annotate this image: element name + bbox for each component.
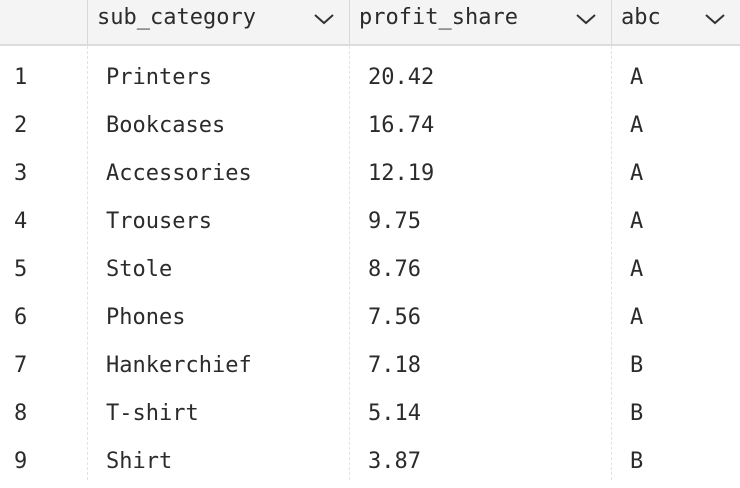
- row-number: 6: [14, 305, 28, 330]
- column-header-profit-share[interactable]: profit_share: [349, 0, 611, 44]
- cell-abc[interactable]: A: [630, 305, 644, 330]
- table-row[interactable]: 3 Accessories 12.19 A: [0, 152, 740, 200]
- column-header-label: sub_category: [97, 5, 256, 30]
- cell-sub-category[interactable]: Accessories: [106, 161, 252, 186]
- cell-abc[interactable]: A: [630, 209, 644, 234]
- cell-sub-category[interactable]: Hankerchief: [106, 353, 252, 378]
- table-row[interactable]: 6 Phones 7.56 A: [0, 296, 740, 344]
- chevron-down-icon[interactable]: [313, 12, 335, 26]
- chevron-down-icon[interactable]: [704, 12, 726, 26]
- table-row[interactable]: 1 Printers 20.42 A: [0, 56, 740, 104]
- cell-abc[interactable]: B: [630, 401, 644, 426]
- cell-profit-share[interactable]: 8.76: [368, 257, 421, 282]
- column-header-abc[interactable]: abc: [611, 0, 740, 44]
- table-header: sub_category profit_share abc: [0, 0, 740, 46]
- cell-abc[interactable]: B: [630, 353, 644, 378]
- row-number: 7: [14, 353, 28, 378]
- table-body: 1 Printers 20.42 A 2 Bookcases 16.74 A 3…: [0, 56, 740, 488]
- row-number: 3: [14, 161, 28, 186]
- cell-sub-category[interactable]: T-shirt: [106, 401, 199, 426]
- column-header-label: profit_share: [359, 5, 518, 30]
- cell-profit-share[interactable]: 7.18: [368, 353, 421, 378]
- column-divider: [611, 46, 612, 480]
- row-number: 1: [14, 65, 28, 90]
- cell-abc[interactable]: A: [630, 257, 644, 282]
- row-number: 2: [14, 113, 28, 138]
- row-number: 5: [14, 257, 28, 282]
- cell-sub-category[interactable]: Bookcases: [106, 113, 226, 138]
- cell-abc[interactable]: B: [630, 449, 644, 474]
- cell-profit-share[interactable]: 20.42: [368, 65, 435, 90]
- cell-abc[interactable]: A: [630, 113, 644, 138]
- cell-sub-category[interactable]: Printers: [106, 65, 212, 90]
- table-row[interactable]: 4 Trousers 9.75 A: [0, 200, 740, 248]
- table-row[interactable]: 8 T-shirt 5.14 B: [0, 392, 740, 440]
- column-header-sub-category[interactable]: sub_category: [87, 0, 349, 44]
- column-header-label: abc: [621, 5, 661, 30]
- cell-sub-category[interactable]: Shirt: [106, 449, 173, 474]
- cell-sub-category[interactable]: Stole: [106, 257, 173, 282]
- table-row[interactable]: 5 Stole 8.76 A: [0, 248, 740, 296]
- row-number: 8: [14, 401, 28, 426]
- column-divider: [87, 46, 88, 480]
- cell-abc[interactable]: A: [630, 161, 644, 186]
- row-number: 4: [14, 209, 28, 234]
- table-row[interactable]: 7 Hankerchief 7.18 B: [0, 344, 740, 392]
- cell-sub-category[interactable]: Phones: [106, 305, 186, 330]
- chevron-down-icon[interactable]: [575, 12, 597, 26]
- cell-profit-share[interactable]: 3.87: [368, 449, 421, 474]
- table-row[interactable]: 2 Bookcases 16.74 A: [0, 104, 740, 152]
- row-number-header: [0, 0, 87, 44]
- table-row[interactable]: 9 Shirt 3.87 B: [0, 440, 740, 488]
- cell-sub-category[interactable]: Trousers: [106, 209, 212, 234]
- cell-profit-share[interactable]: 5.14: [368, 401, 421, 426]
- cell-profit-share[interactable]: 7.56: [368, 305, 421, 330]
- cell-profit-share[interactable]: 16.74: [368, 113, 435, 138]
- column-divider: [349, 46, 350, 480]
- cell-profit-share[interactable]: 12.19: [368, 161, 435, 186]
- cell-abc[interactable]: A: [630, 65, 644, 90]
- row-number: 9: [14, 449, 28, 474]
- cell-profit-share[interactable]: 9.75: [368, 209, 421, 234]
